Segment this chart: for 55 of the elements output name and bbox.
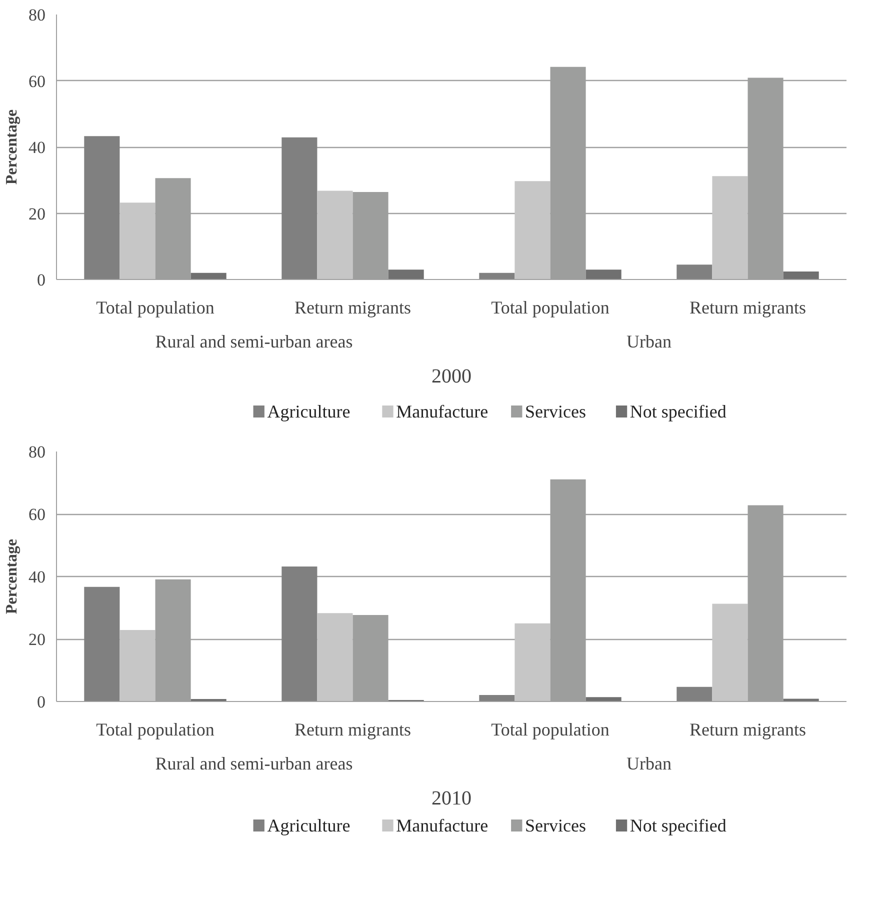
bar [514, 623, 550, 702]
y-axis-title: Percentage [4, 538, 20, 614]
text: Rural and semi-urban areas [155, 754, 353, 774]
bar [586, 270, 622, 280]
bar [479, 272, 515, 280]
text: Rural and semi-urban areas [155, 332, 353, 352]
y-tick-label: 80 [28, 6, 46, 24]
x-tick-label: Total population [491, 298, 610, 318]
bar [190, 272, 226, 280]
x-axis-title: 2010 [432, 788, 472, 810]
x-tick-label: Return migrants [690, 298, 806, 318]
y-tick-label: 40 [28, 568, 46, 586]
legend-label: Manufacture [396, 816, 488, 836]
bar [120, 630, 156, 702]
x-axis-title: 2000 [432, 366, 472, 388]
y-tick-label: 40 [28, 138, 46, 157]
y-axis-title: Percentage [4, 109, 20, 185]
x-tick-label: Total population [96, 298, 214, 318]
legend-label: Services [525, 816, 586, 836]
bar [317, 190, 353, 280]
x-tick-label: Return migrants [690, 720, 806, 740]
bar [120, 202, 156, 280]
y-tick-label: 20 [28, 630, 46, 649]
text: Urban [626, 332, 672, 352]
bar [317, 613, 353, 702]
text: Urban [626, 754, 672, 774]
legend-label: Agriculture [267, 816, 350, 836]
legend-label: Not specified [630, 402, 726, 422]
x-tick-label: Total population [491, 720, 610, 740]
legend-label: Not specified [630, 816, 726, 836]
bar [712, 604, 748, 702]
bar [783, 272, 819, 280]
legend-label: Agriculture [267, 402, 350, 422]
bar [84, 136, 120, 280]
bar [586, 697, 622, 702]
bar [84, 586, 120, 702]
legend-label: Services [525, 402, 586, 422]
y-tick-label: 80 [28, 442, 46, 462]
y-tick-label: 60 [28, 72, 46, 91]
y-tick-label: 0 [37, 270, 46, 290]
bar [388, 270, 424, 280]
bar [712, 176, 748, 280]
x-tick-label: Total population [96, 720, 214, 740]
y-tick-label: 20 [28, 204, 46, 224]
bar [676, 264, 712, 280]
bar [676, 686, 712, 702]
x-tick-label: Return migrants [294, 720, 411, 740]
bar [282, 137, 318, 280]
bar [282, 566, 318, 702]
y-tick-label: 0 [37, 692, 46, 712]
bar [514, 181, 550, 280]
x-tick-label: Return migrants [294, 298, 411, 318]
legend-label: Manufacture [396, 402, 488, 422]
bar [479, 694, 515, 702]
y-tick-label: 60 [28, 505, 46, 524]
